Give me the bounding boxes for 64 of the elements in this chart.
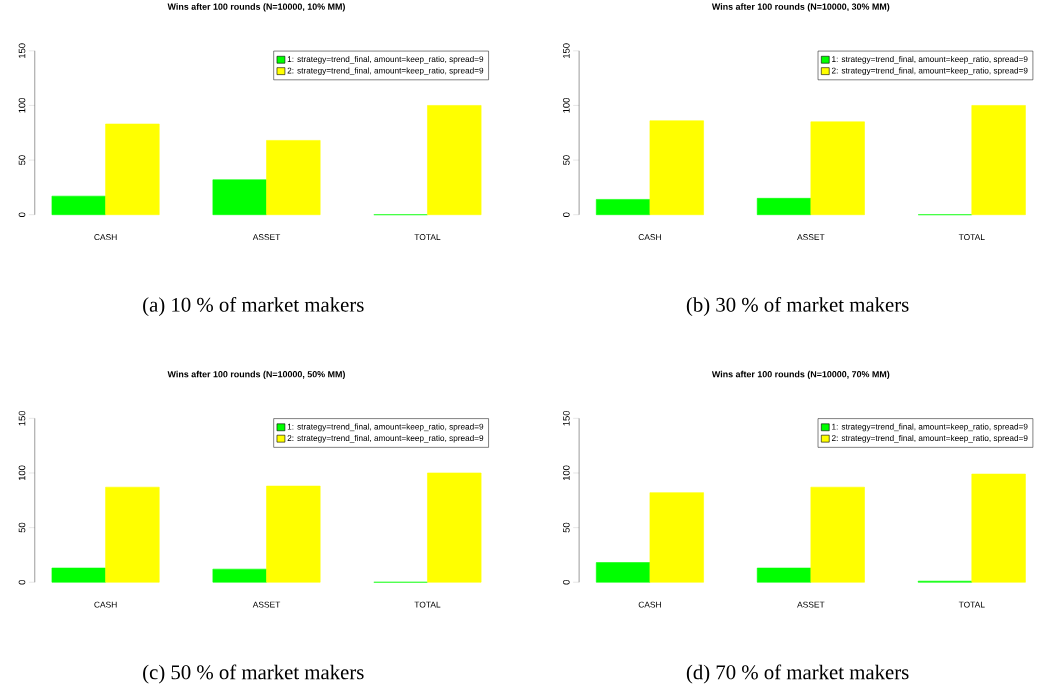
chart-title: Wins after 100 rounds (N=10000, 70% MM) [711,371,890,380]
x-tick-label: ASSET [252,234,281,241]
y-tick-label: 150 [563,43,570,59]
y-tick-label: 50 [563,155,570,166]
text: (d) 70 % of market makers [686,664,909,684]
text: (a) 10 % of market makers [143,297,364,317]
bar [427,105,482,216]
bar [266,140,321,216]
legend-label: 2: strategy=trend_final, amount=keep_ratio, spread=9 [831,67,1028,76]
bar [756,567,812,583]
x-tick-label: ASSET [797,601,825,608]
y-tick-label: 150 [563,411,570,426]
bar [810,487,865,583]
y-tick-label: 150 [18,411,26,426]
legend-label: 1: strategy=trend_final, amount=keep_ratio, spread=9 [832,56,1028,64]
text: (b) 30 % of market makers [686,297,909,317]
bar [810,121,865,216]
x-tick-label: CASH [638,234,661,241]
text: (c) 50 % of market makers [143,664,364,684]
chart-title: Wins after 100 rounds (N=10000, 30% MM) [711,3,890,12]
y-tick-label: 0 [563,212,570,218]
chart-title: Wins after 100 rounds (N=10000, 10% MM) [167,3,345,12]
bar [649,120,704,216]
x-tick-label: TOTAL [958,601,985,608]
y-tick-label: 50 [18,523,26,533]
x-tick-label: ASSET [252,601,281,608]
bar [427,472,482,583]
bar [595,199,651,216]
legend-label: 2: strategy=trend_final, amount=keep_ratio, spread=9 [831,435,1028,443]
x-tick-label: TOTAL [414,601,441,608]
x-tick-label: CASH [638,601,661,608]
x-tick-label: TOTAL [414,234,441,241]
y-tick-label: 0 [563,580,570,585]
x-tick-label: TOTAL [958,234,985,241]
bar [266,486,321,583]
bar [51,196,106,216]
bar [756,198,812,216]
y-tick-label: 100 [18,98,26,113]
y-tick-label: 100 [18,465,26,481]
bar [212,179,267,216]
legend-label: 2: strategy=trend_final, amount=keep_ratio, spread=9 [287,67,484,76]
x-tick-label: CASH [94,601,117,608]
y-tick-label: 50 [563,523,570,533]
y-tick-label: 100 [563,98,570,113]
y-tick-label: 50 [18,155,26,166]
bar [105,123,160,216]
bar [971,105,1026,216]
bar [595,562,651,583]
y-tick-label: 100 [563,465,570,481]
legend-label: 1: strategy=trend_final, amount=keep_ratio, spread=9 [287,56,484,64]
bar [971,474,1026,583]
legend-label: 1: strategy=trend_final, amount=keep_ratio, spread=9 [832,423,1028,432]
bar [212,569,267,583]
x-tick-label: ASSET [797,234,825,241]
bar [649,492,704,583]
x-tick-label: CASH [94,234,117,241]
bar [105,487,160,583]
legend-label: 1: strategy=trend_final, amount=keep_ratio, spread=9 [287,423,484,432]
y-tick-label: 0 [18,212,26,218]
y-tick-label: 0 [18,580,26,585]
bar [51,567,106,583]
y-tick-label: 150 [18,43,26,59]
chart-title: Wins after 100 rounds (N=10000, 50% MM) [167,371,345,380]
legend-label: 2: strategy=trend_final, amount=keep_ratio, spread=9 [287,435,484,443]
